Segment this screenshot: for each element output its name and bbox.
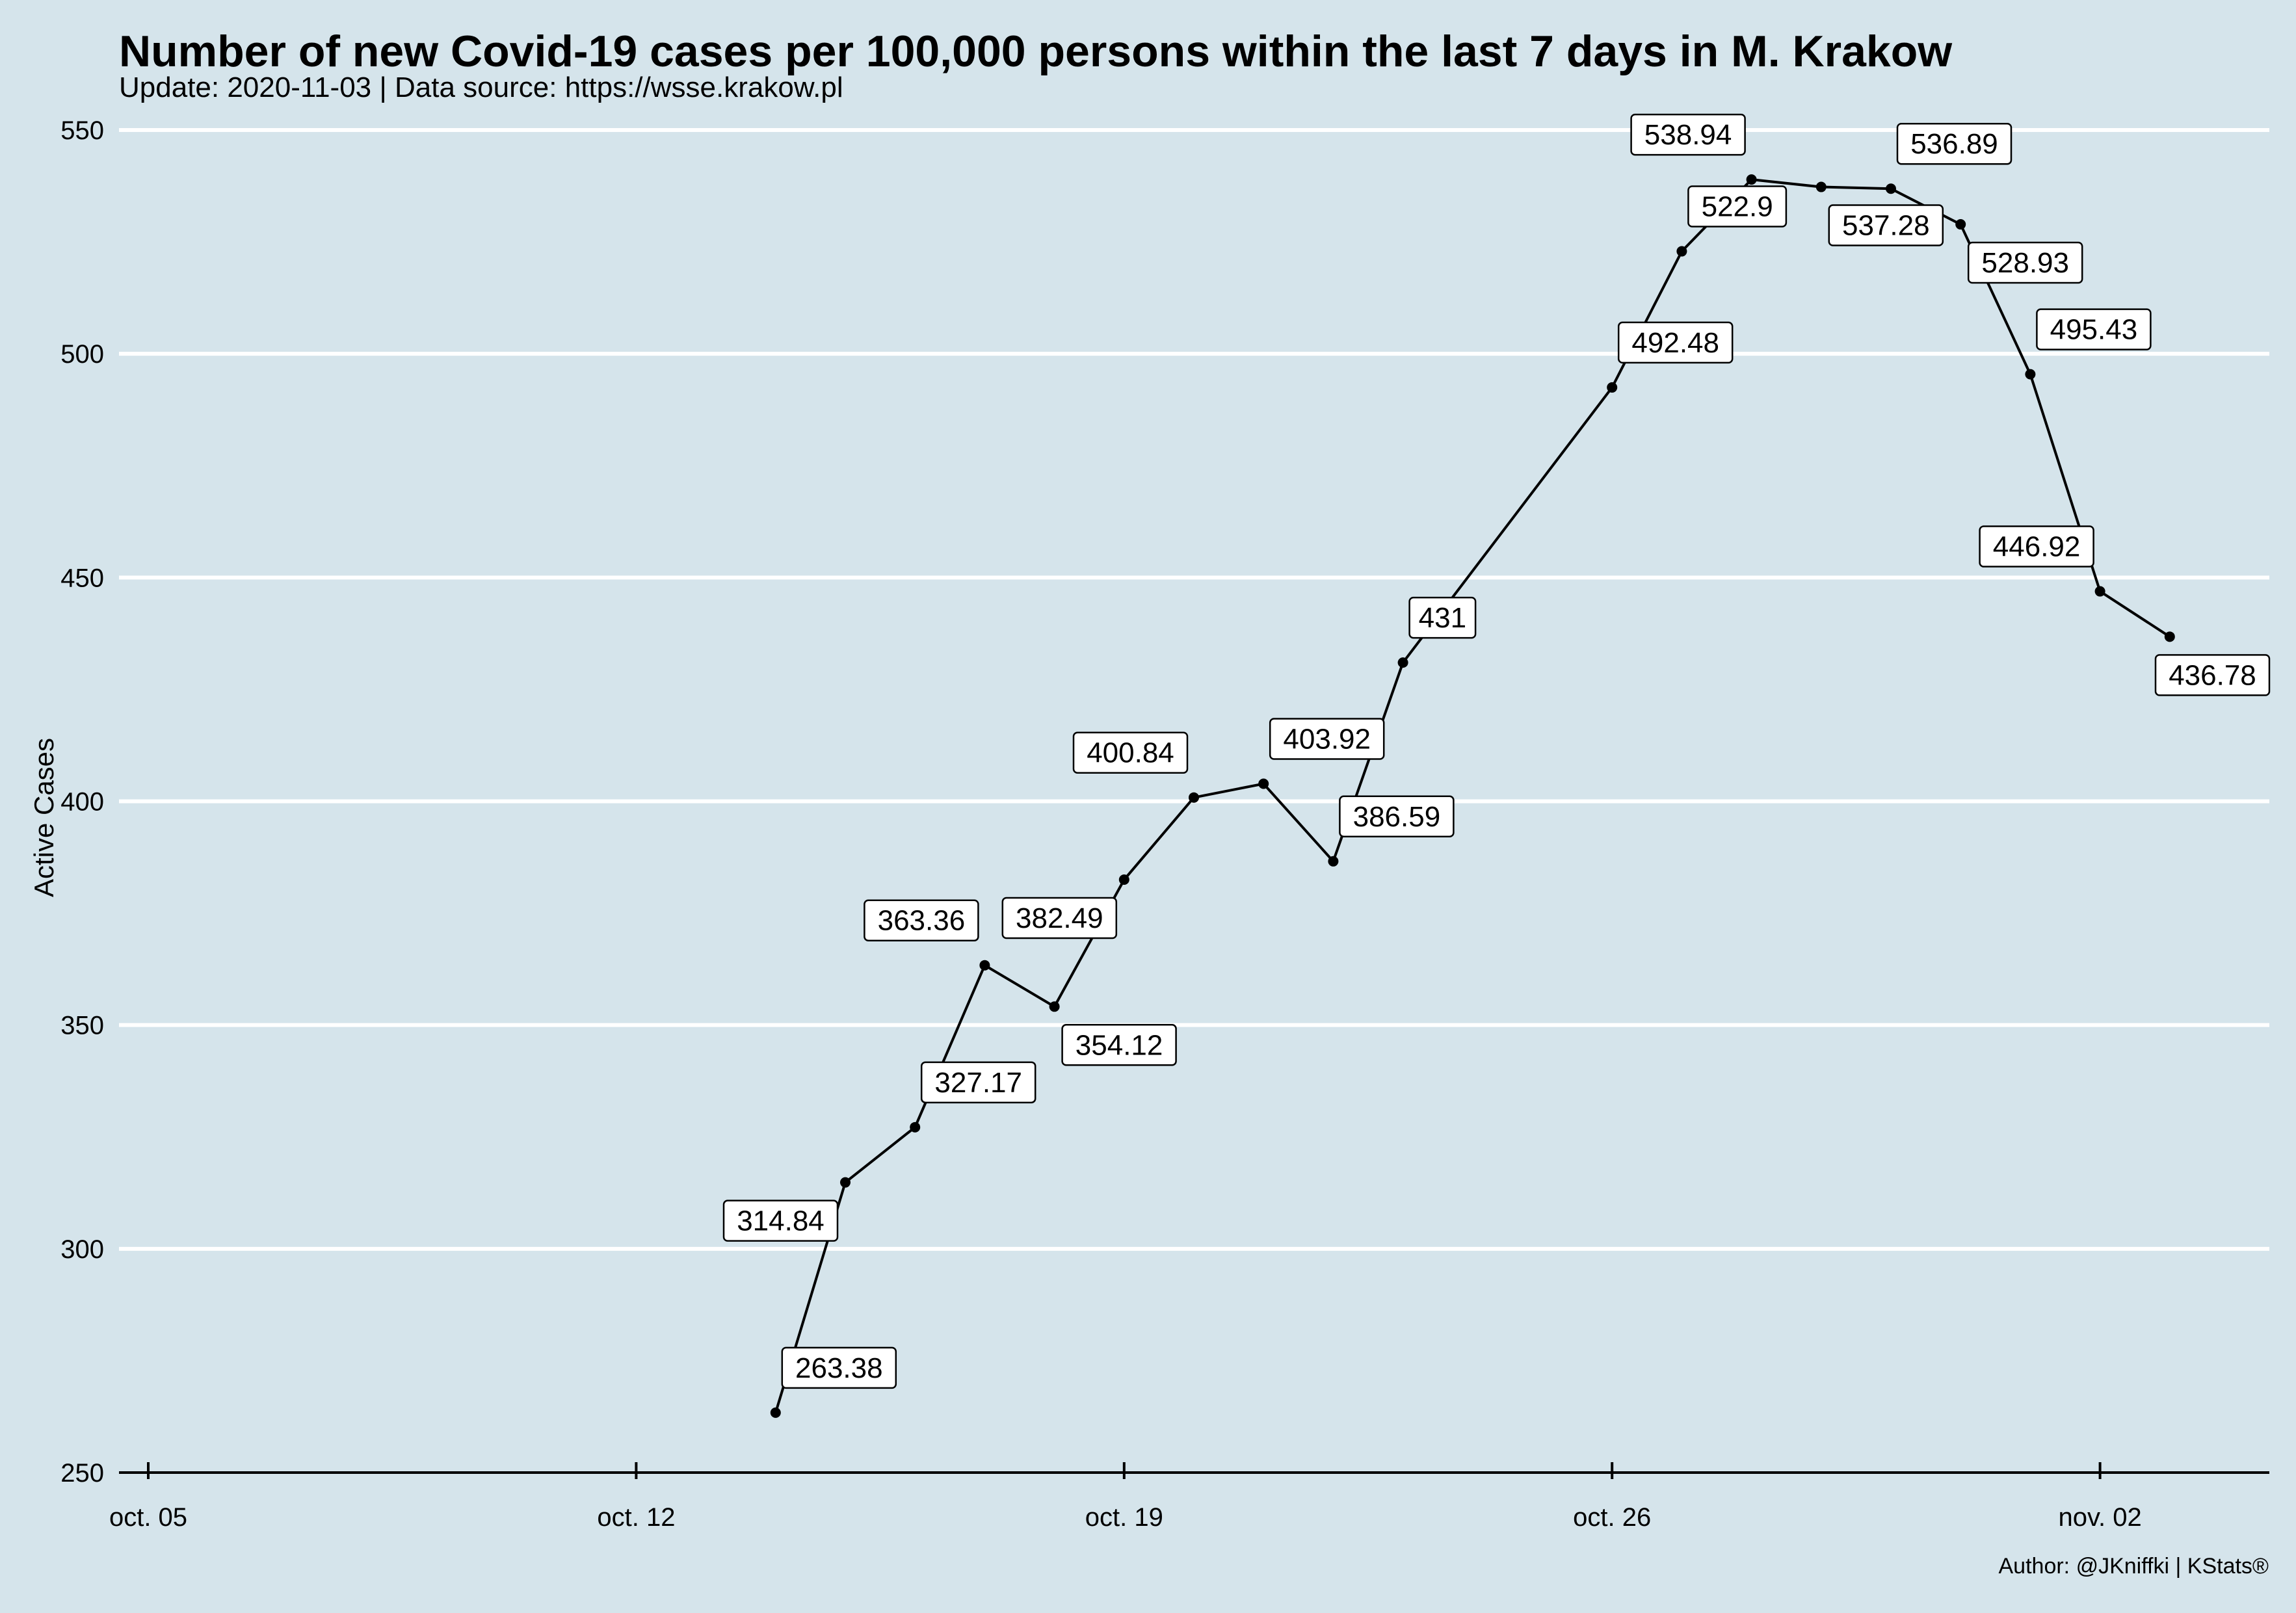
data-label-box xyxy=(1630,113,1746,156)
data-point xyxy=(2025,369,2036,380)
data-label-box xyxy=(722,1200,839,1242)
data-label-box xyxy=(2036,308,2152,350)
data-label-text: 400.84 xyxy=(1087,737,1174,769)
data-label: 382.49 xyxy=(1001,897,1118,939)
data-label: 431 xyxy=(1408,596,1477,639)
y-tick-label: 250 xyxy=(60,1459,104,1488)
series xyxy=(770,174,2175,1418)
data-label-text: 492.48 xyxy=(1631,327,1719,359)
y-tick-label: 400 xyxy=(60,788,104,817)
data-label-box xyxy=(1072,731,1189,774)
data-label: 446.92 xyxy=(1979,525,2094,568)
data-label-text: 354.12 xyxy=(1075,1029,1163,1061)
data-label-text: 386.59 xyxy=(1353,801,1441,833)
data-point xyxy=(979,960,990,971)
y-tick-label: 350 xyxy=(60,1012,104,1040)
data-label: 528.93 xyxy=(1967,241,2083,284)
data-point xyxy=(1328,856,1339,867)
series-line xyxy=(774,178,2171,1413)
data-label: 537.28 xyxy=(1828,204,1944,246)
data-label-text: 327.17 xyxy=(934,1067,1022,1099)
data-label-text: 537.28 xyxy=(1842,210,1930,242)
data-point xyxy=(1886,183,1896,194)
y-axis-title: Active Cases xyxy=(29,738,59,897)
data-label-box xyxy=(1687,185,1788,228)
axes: 250 300 350 400 450 500 550 oct. 05 oct. 12 oct. … xyxy=(29,116,2269,1532)
data-point xyxy=(1955,219,1966,230)
data-label: 314.84 xyxy=(722,1200,839,1242)
data-label: 436.78 xyxy=(2154,654,2271,696)
data-label-box xyxy=(1896,122,2012,165)
data-label: 492.48 xyxy=(1617,321,1734,364)
data-label-box xyxy=(1061,1024,1177,1066)
data-label-text: 263.38 xyxy=(795,1352,883,1384)
data-labels: 263.38 314.84 327.17 363.36 354.12 382.49 400.… xyxy=(722,113,2271,1389)
data-label-box xyxy=(1967,241,2083,284)
data-point xyxy=(1118,874,1129,885)
data-point xyxy=(1049,1001,1060,1012)
data-point xyxy=(2094,586,2105,597)
author-caption: Author: @JKniffki | KStats® xyxy=(1998,1554,2269,1579)
data-label-box xyxy=(781,1346,897,1389)
data-label-box xyxy=(1269,718,1385,760)
chart-subtitle: Update: 2020-11-03 | Data source: https:… xyxy=(119,72,843,103)
data-point xyxy=(2164,631,2175,642)
data-point xyxy=(1189,792,1199,803)
chart-title: Number of new Covid-19 cases per 100,000… xyxy=(119,27,1953,76)
data-label: 522.9 xyxy=(1687,185,1788,228)
data-label-text: 495.43 xyxy=(2050,314,2138,346)
data-label-text: 314.84 xyxy=(737,1205,825,1237)
data-label: 327.17 xyxy=(920,1061,1036,1104)
data-label: 536.89 xyxy=(1896,122,2012,165)
data-label-box xyxy=(920,1061,1036,1104)
x-tick-label: oct. 19 xyxy=(1085,1503,1163,1532)
x-tick-label: oct. 12 xyxy=(597,1503,675,1532)
data-label-text: 528.93 xyxy=(1981,247,2069,279)
y-tick-label: 550 xyxy=(60,116,104,145)
data-label-box xyxy=(1979,525,2094,568)
data-label-text: 538.94 xyxy=(1644,119,1732,151)
data-point xyxy=(1397,657,1408,668)
data-point xyxy=(1676,246,1687,257)
data-label-text: 522.9 xyxy=(1702,191,1773,223)
data-label-box xyxy=(2154,654,2271,696)
data-label: 354.12 xyxy=(1061,1024,1177,1066)
data-label-box xyxy=(864,899,979,941)
data-label-text: 363.36 xyxy=(878,905,966,937)
data-label-box xyxy=(1339,795,1455,838)
x-tick-label: oct. 26 xyxy=(1573,1503,1651,1532)
data-label: 386.59 xyxy=(1339,795,1455,838)
grid-lines xyxy=(119,128,2269,1251)
y-tick-label: 450 xyxy=(60,564,104,592)
data-label-text: 431 xyxy=(1419,602,1466,634)
data-point xyxy=(910,1121,921,1133)
data-point xyxy=(770,1407,781,1418)
data-label: 363.36 xyxy=(864,899,979,941)
y-tick-label: 500 xyxy=(60,340,104,369)
data-label: 263.38 xyxy=(781,1346,897,1389)
data-label: 403.92 xyxy=(1269,718,1385,760)
data-label-text: 446.92 xyxy=(1993,531,2081,563)
data-label-text: 403.92 xyxy=(1283,724,1371,755)
data-point xyxy=(840,1177,851,1188)
data-label-text: 536.89 xyxy=(1910,128,1998,160)
data-label-text: 436.78 xyxy=(2169,659,2256,691)
data-label-box xyxy=(1828,204,1944,246)
data-label-box xyxy=(1001,897,1118,939)
data-label-box xyxy=(1408,596,1477,639)
data-label-box xyxy=(1617,321,1734,364)
data-point xyxy=(1258,778,1269,789)
data-label: 495.43 xyxy=(2036,308,2152,350)
data-label: 538.94 xyxy=(1630,113,1746,156)
data-point xyxy=(1815,181,1827,192)
x-tick-label: nov. 02 xyxy=(2058,1503,2141,1532)
x-tick-label: oct. 05 xyxy=(109,1503,187,1532)
y-tick-label: 300 xyxy=(60,1235,104,1264)
data-label-text: 382.49 xyxy=(1016,902,1103,934)
data-label: 400.84 xyxy=(1072,731,1189,774)
data-point xyxy=(1607,382,1618,393)
data-point xyxy=(1746,174,1757,185)
